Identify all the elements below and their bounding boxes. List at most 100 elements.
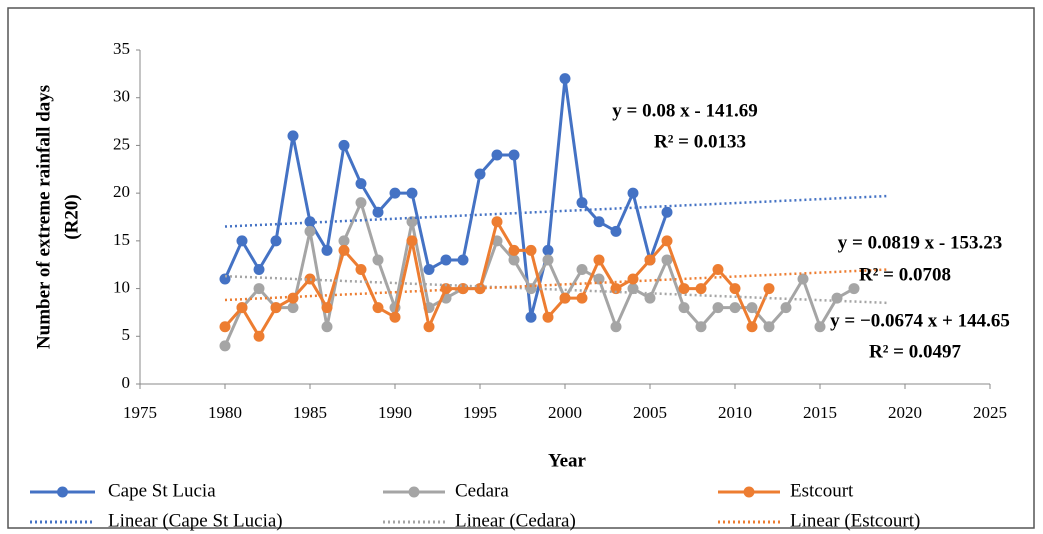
y-axis-title-line: Number of extreme rainfall days <box>33 85 54 349</box>
data-point <box>253 283 265 295</box>
x-tick-label: 2010 <box>718 403 752 422</box>
data-point <box>491 216 503 228</box>
data-point <box>236 235 248 247</box>
data-point <box>661 235 673 247</box>
data-point <box>338 244 350 256</box>
x-tick-label: 1980 <box>208 403 242 422</box>
annotation: y = −0.0674 x + 144.65 <box>830 310 1010 331</box>
data-point <box>644 254 656 266</box>
legend-label: Linear (Estcourt) <box>790 510 920 531</box>
data-point <box>627 283 639 295</box>
data-point <box>253 263 265 275</box>
data-point <box>219 340 231 352</box>
y-axis-title-line: (R20) <box>61 194 82 239</box>
data-point <box>389 311 401 323</box>
x-tick-label: 1985 <box>293 403 327 422</box>
chart-border <box>7 7 1035 529</box>
data-point <box>338 139 350 151</box>
data-point <box>576 197 588 209</box>
legend-item: Cape St Lucia <box>30 480 216 501</box>
y-axis-title: Number of extreme rainfall days (R20) <box>33 85 82 349</box>
data-point <box>525 311 537 323</box>
data-point <box>746 321 758 333</box>
data-point <box>270 302 282 314</box>
trend-line <box>224 194 889 228</box>
data-point <box>814 321 826 333</box>
data-point <box>406 187 418 199</box>
data-point <box>355 263 367 275</box>
data-point <box>542 311 554 323</box>
x-tick-label: 2025 <box>973 403 1007 422</box>
data-point <box>287 302 299 314</box>
y-tick-label: 5 <box>122 325 131 344</box>
data-point <box>355 197 367 209</box>
y-tick-label: 30 <box>113 87 130 106</box>
legend-label: Cedara <box>455 480 509 501</box>
data-point <box>508 149 520 161</box>
annotation: R² = 0.0708 <box>859 264 951 285</box>
data-point <box>508 244 520 256</box>
data-point <box>576 263 588 275</box>
trend-line <box>224 274 889 305</box>
y-tick-label: 35 <box>113 39 130 58</box>
data-point <box>440 254 452 266</box>
data-point <box>678 302 690 314</box>
data-point <box>474 168 486 180</box>
data-point <box>695 321 707 333</box>
data-point <box>423 263 435 275</box>
data-point <box>304 225 316 237</box>
data-point <box>610 283 622 295</box>
data-point <box>610 225 622 237</box>
data-point <box>729 283 741 295</box>
data-point <box>270 235 282 247</box>
data-point <box>372 302 384 314</box>
annotation: R² = 0.0133 <box>654 131 746 152</box>
legend-marker <box>408 486 420 498</box>
data-point <box>542 254 554 266</box>
data-point <box>763 321 775 333</box>
data-point <box>627 187 639 199</box>
data-point <box>576 292 588 304</box>
data-point <box>321 302 333 314</box>
y-tick-label: 0 <box>122 373 131 392</box>
data-point <box>321 244 333 256</box>
data-point <box>661 206 673 218</box>
data-point <box>763 283 775 295</box>
y-tick-label: 10 <box>113 277 130 296</box>
y-tick-label: 20 <box>113 182 130 201</box>
data-point <box>372 254 384 266</box>
legend-item: Linear (Cape St Lucia) <box>30 510 283 531</box>
data-point <box>372 206 384 218</box>
data-point <box>287 130 299 142</box>
data-point <box>746 302 758 314</box>
data-point <box>525 244 537 256</box>
data-point <box>593 254 605 266</box>
data-point <box>542 244 554 256</box>
x-tick-label: 2015 <box>803 403 837 422</box>
data-point <box>338 235 350 247</box>
data-point <box>712 263 724 275</box>
data-point <box>219 321 231 333</box>
data-point <box>406 216 418 228</box>
data-point <box>355 178 367 190</box>
legend-item: Cedara <box>383 480 509 501</box>
data-point <box>389 187 401 199</box>
x-tick-label: 1975 <box>123 403 157 422</box>
legend-marker <box>57 486 68 498</box>
x-tick-label: 2005 <box>633 403 667 422</box>
x-tick-label: 1995 <box>463 403 497 422</box>
data-point <box>593 216 605 228</box>
x-tick-label: 1990 <box>378 403 412 422</box>
data-point <box>508 254 520 266</box>
data-point <box>321 321 333 333</box>
legend-item: Linear (Estcourt) <box>718 510 920 531</box>
data-point <box>780 302 792 314</box>
data-point <box>253 330 265 342</box>
legend-marker <box>743 486 755 498</box>
trend-line <box>224 268 889 302</box>
data-point <box>678 283 690 295</box>
data-point <box>644 292 656 304</box>
annotation: y = 0.0819 x - 153.23 <box>838 232 1002 253</box>
data-point <box>848 283 860 295</box>
